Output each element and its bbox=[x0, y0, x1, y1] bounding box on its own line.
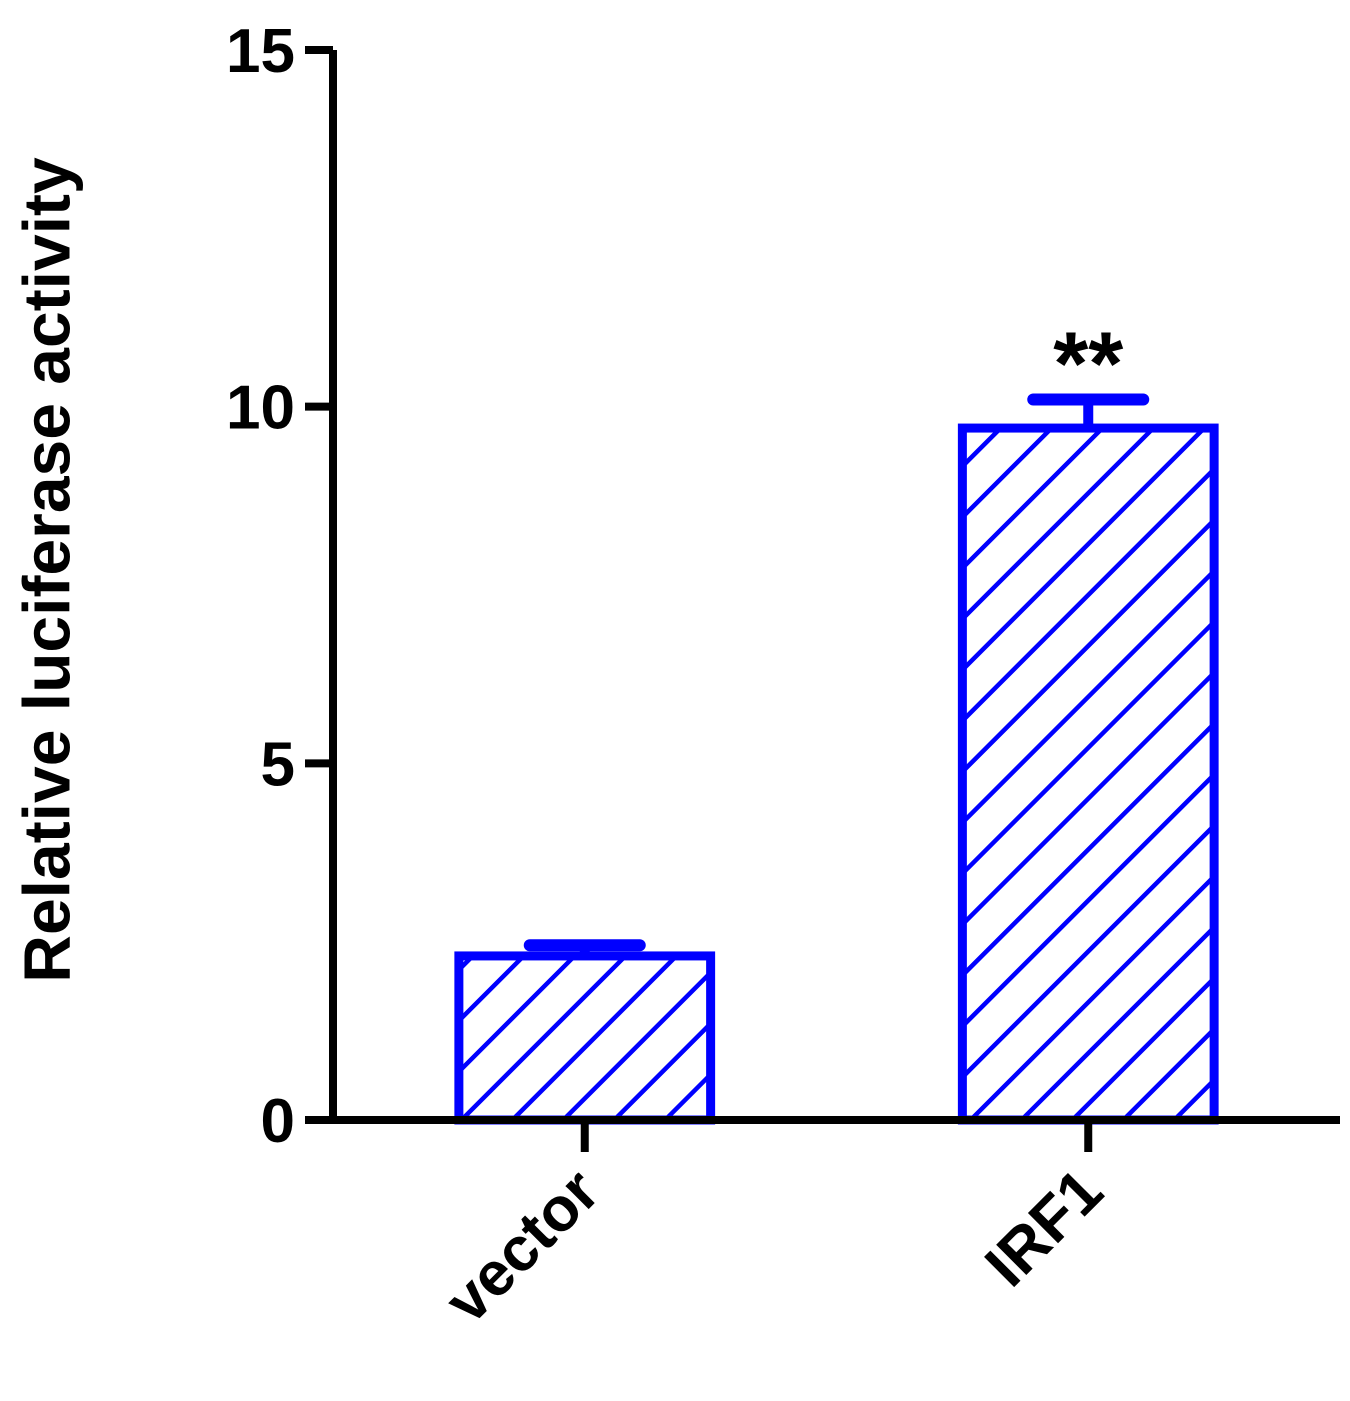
bar bbox=[957, 423, 1219, 1125]
y-tick-label: 0 bbox=[261, 1087, 295, 1156]
y-tick-label: 15 bbox=[226, 17, 295, 86]
y-axis-label: Relative luciferase activity bbox=[9, 157, 83, 983]
x-tick-label: IRF1 bbox=[972, 1156, 1116, 1300]
x-tick-label: vector bbox=[432, 1156, 612, 1336]
y-tick-label: 5 bbox=[261, 730, 295, 799]
bar bbox=[454, 951, 716, 1125]
y-tick-label: 10 bbox=[226, 374, 295, 443]
annotation: ** bbox=[1053, 315, 1123, 415]
